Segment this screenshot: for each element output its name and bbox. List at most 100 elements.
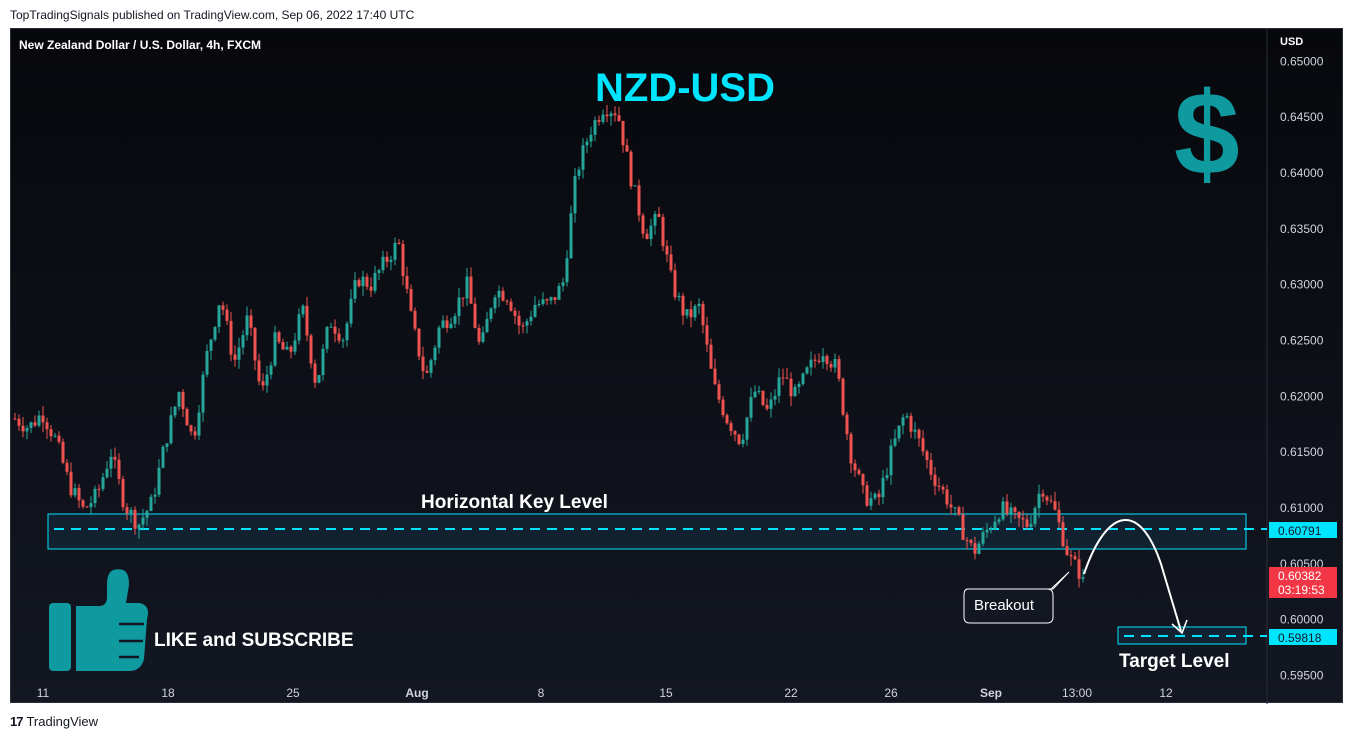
- candle-body: [417, 328, 421, 357]
- candle-body: [105, 468, 109, 478]
- key-level-label: Horizontal Key Level: [421, 492, 608, 513]
- candle-body: [189, 425, 193, 432]
- candle-body: [957, 507, 961, 515]
- candle-body: [865, 485, 869, 506]
- candle-body: [605, 114, 609, 117]
- candle-body: [201, 374, 205, 413]
- candle-body: [461, 297, 465, 299]
- candle-body: [197, 412, 201, 436]
- breakout-label: Breakout: [974, 597, 1035, 614]
- candle-body: [909, 415, 913, 432]
- price-tick-label: 0.60000: [1280, 613, 1324, 627]
- candle-body: [977, 543, 981, 554]
- candle-body: [793, 386, 797, 397]
- candle-body: [1009, 507, 1013, 514]
- candle-body: [221, 305, 225, 310]
- candle-body: [165, 443, 169, 447]
- candle-body: [25, 428, 29, 432]
- candle-body: [85, 506, 89, 508]
- candle-body: [237, 347, 241, 360]
- price-tick-label: 0.65000: [1280, 54, 1324, 68]
- candle-body: [953, 507, 957, 509]
- candle-body: [885, 475, 889, 478]
- candle-body: [377, 270, 381, 273]
- candle-body: [1041, 493, 1045, 497]
- candle-body: [501, 290, 505, 301]
- candle-body: [725, 415, 729, 424]
- candle-body: [17, 418, 21, 426]
- candle-body: [65, 462, 69, 472]
- time-axis[interactable]: 11 18 25 Aug 8 15 22 26 Sep 13:00 12: [37, 686, 1173, 700]
- candle-body: [681, 295, 685, 316]
- time-tick-label: 22: [784, 686, 798, 700]
- candle-body: [557, 286, 561, 300]
- candle-body: [797, 383, 801, 387]
- candle-body: [373, 272, 377, 291]
- candle-body: [585, 141, 589, 146]
- candle-body: [949, 504, 953, 508]
- candle-body: [677, 295, 681, 298]
- candle-body: [269, 365, 273, 375]
- candle-body: [49, 429, 53, 437]
- candle-body: [1077, 559, 1081, 579]
- candle-body: [601, 114, 605, 122]
- candle-body: [545, 299, 549, 301]
- candle-body: [805, 367, 809, 374]
- candle-body: [781, 377, 785, 379]
- candle-body: [453, 316, 457, 324]
- candle-body: [769, 399, 773, 409]
- candle-body: [445, 320, 449, 329]
- candle-body: [429, 360, 433, 373]
- pair-title: NZD-USD: [595, 66, 775, 110]
- candle-body: [753, 391, 757, 398]
- candle-body: [693, 306, 697, 318]
- candle-body: [337, 333, 341, 341]
- chart-panel[interactable]: New Zealand Dollar / U.S. Dollar, 4h, FX…: [10, 28, 1344, 704]
- price-tick-label: 0.62000: [1280, 389, 1324, 403]
- candle-body: [581, 145, 585, 170]
- candle-body: [701, 303, 705, 326]
- candle-body: [129, 509, 133, 514]
- candle-body: [117, 459, 121, 479]
- candle-body: [961, 514, 965, 540]
- price-chart[interactable]: New Zealand Dollar / U.S. Dollar, 4h, FX…: [11, 29, 1344, 704]
- candle-body: [641, 215, 645, 234]
- candle-body: [1017, 511, 1021, 518]
- candle-body: [181, 392, 185, 410]
- candle-body: [653, 213, 657, 226]
- candle-body: [813, 359, 817, 361]
- price-tick-label: 0.64000: [1280, 166, 1324, 180]
- like-subscribe-text: LIKE and SUBSCRIBE: [154, 630, 354, 651]
- candle-body: [289, 346, 293, 352]
- price-tick-label: 0.61500: [1280, 445, 1324, 459]
- candle-body: [789, 378, 793, 397]
- candle-body: [829, 364, 833, 368]
- current-price-value: 0.60382: [1278, 569, 1322, 583]
- candle-body: [305, 305, 309, 336]
- thumbs-up-icon: [49, 569, 148, 671]
- candle-body: [773, 395, 777, 400]
- candle-body: [325, 327, 329, 349]
- candle-body: [729, 423, 733, 432]
- candle-body: [41, 415, 45, 423]
- candle-body: [917, 429, 921, 439]
- candle-body: [257, 360, 261, 382]
- candle-body: [761, 390, 765, 406]
- candle-body: [665, 246, 669, 255]
- time-tick-label: 15: [659, 686, 673, 700]
- candle-body: [565, 258, 569, 283]
- candle-body: [369, 286, 373, 291]
- countdown-value: 03:19:53: [1278, 583, 1325, 597]
- candle-body: [1057, 509, 1061, 523]
- candle-body: [533, 304, 537, 317]
- candle-body: [649, 225, 653, 240]
- candle-body: [37, 415, 41, 426]
- candle-body: [141, 517, 145, 525]
- candle-body: [513, 310, 517, 316]
- candle-body: [385, 256, 389, 262]
- candle-body: [969, 539, 973, 544]
- candle-body: [625, 145, 629, 152]
- candle-body: [241, 335, 245, 348]
- candle-body: [77, 488, 81, 501]
- candle-body: [301, 305, 305, 315]
